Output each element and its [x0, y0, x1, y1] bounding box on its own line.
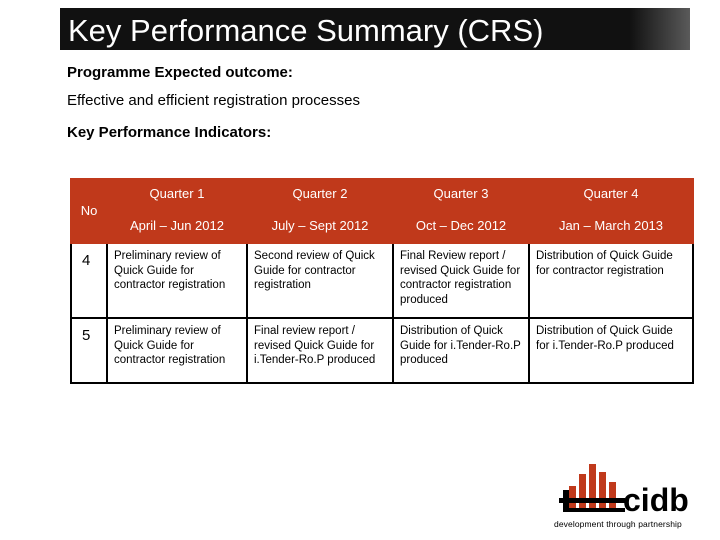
table-row: 4 Preliminary review of Quick Guide for …	[70, 242, 694, 319]
table-cell: Final Review report / revised Quick Guid…	[392, 242, 530, 319]
cidb-logo-word: cidb	[623, 482, 689, 518]
table-cell: Preliminary review of Quick Guide for co…	[106, 242, 248, 319]
period-quarter-4: Jan – March 2013	[528, 208, 694, 244]
cidb-logo-mark	[559, 464, 625, 512]
table-row: 5 Preliminary review of Quick Guide for …	[70, 317, 694, 384]
outcome-heading: Programme Expected outcome:	[67, 64, 293, 81]
table-header-periods: April – Jun 2012 July – Sept 2012 Oct – …	[71, 208, 694, 244]
table-cell: Final review report / revised Quick Guid…	[246, 317, 394, 384]
kpi-heading: Key Performance Indicators:	[67, 124, 272, 141]
column-header-quarter-3: Quarter 3	[392, 178, 530, 210]
period-quarter-1: April – Jun 2012	[106, 208, 248, 244]
column-header-quarter-1: Quarter 1	[106, 178, 248, 210]
column-header-quarter-2: Quarter 2	[246, 178, 394, 210]
kpi-table: No Quarter 1 Quarter 2 Quarter 3 Quarter…	[70, 178, 694, 384]
table-header-quarters: No Quarter 1 Quarter 2 Quarter 3 Quarter…	[70, 178, 694, 244]
title-bar-shade	[630, 8, 690, 50]
row-number: 4	[70, 242, 108, 319]
outcome-text: Effective and efficient registration pro…	[67, 92, 360, 109]
cidb-logo: cidb development through partnership	[553, 460, 705, 530]
period-quarter-3: Oct – Dec 2012	[392, 208, 530, 244]
column-header-no: No	[70, 178, 108, 244]
table-cell: Distribution of Quick Guide for contract…	[528, 242, 694, 319]
table-cell: Distribution of Quick Guide for i.Tender…	[528, 317, 694, 384]
title-bar: Key Performance Summary (CRS)	[60, 8, 690, 50]
column-header-quarter-4: Quarter 4	[528, 178, 694, 210]
table-cell: Second review of Quick Guide for contrac…	[246, 242, 394, 319]
period-quarter-2: July – Sept 2012	[246, 208, 394, 244]
slide-title: Key Performance Summary (CRS)	[68, 13, 544, 48]
table-cell: Preliminary review of Quick Guide for co…	[106, 317, 248, 384]
row-number: 5	[70, 317, 108, 384]
table-cell: Distribution of Quick Guide for i.Tender…	[392, 317, 530, 384]
cidb-tagline: development through partnership	[554, 519, 682, 529]
